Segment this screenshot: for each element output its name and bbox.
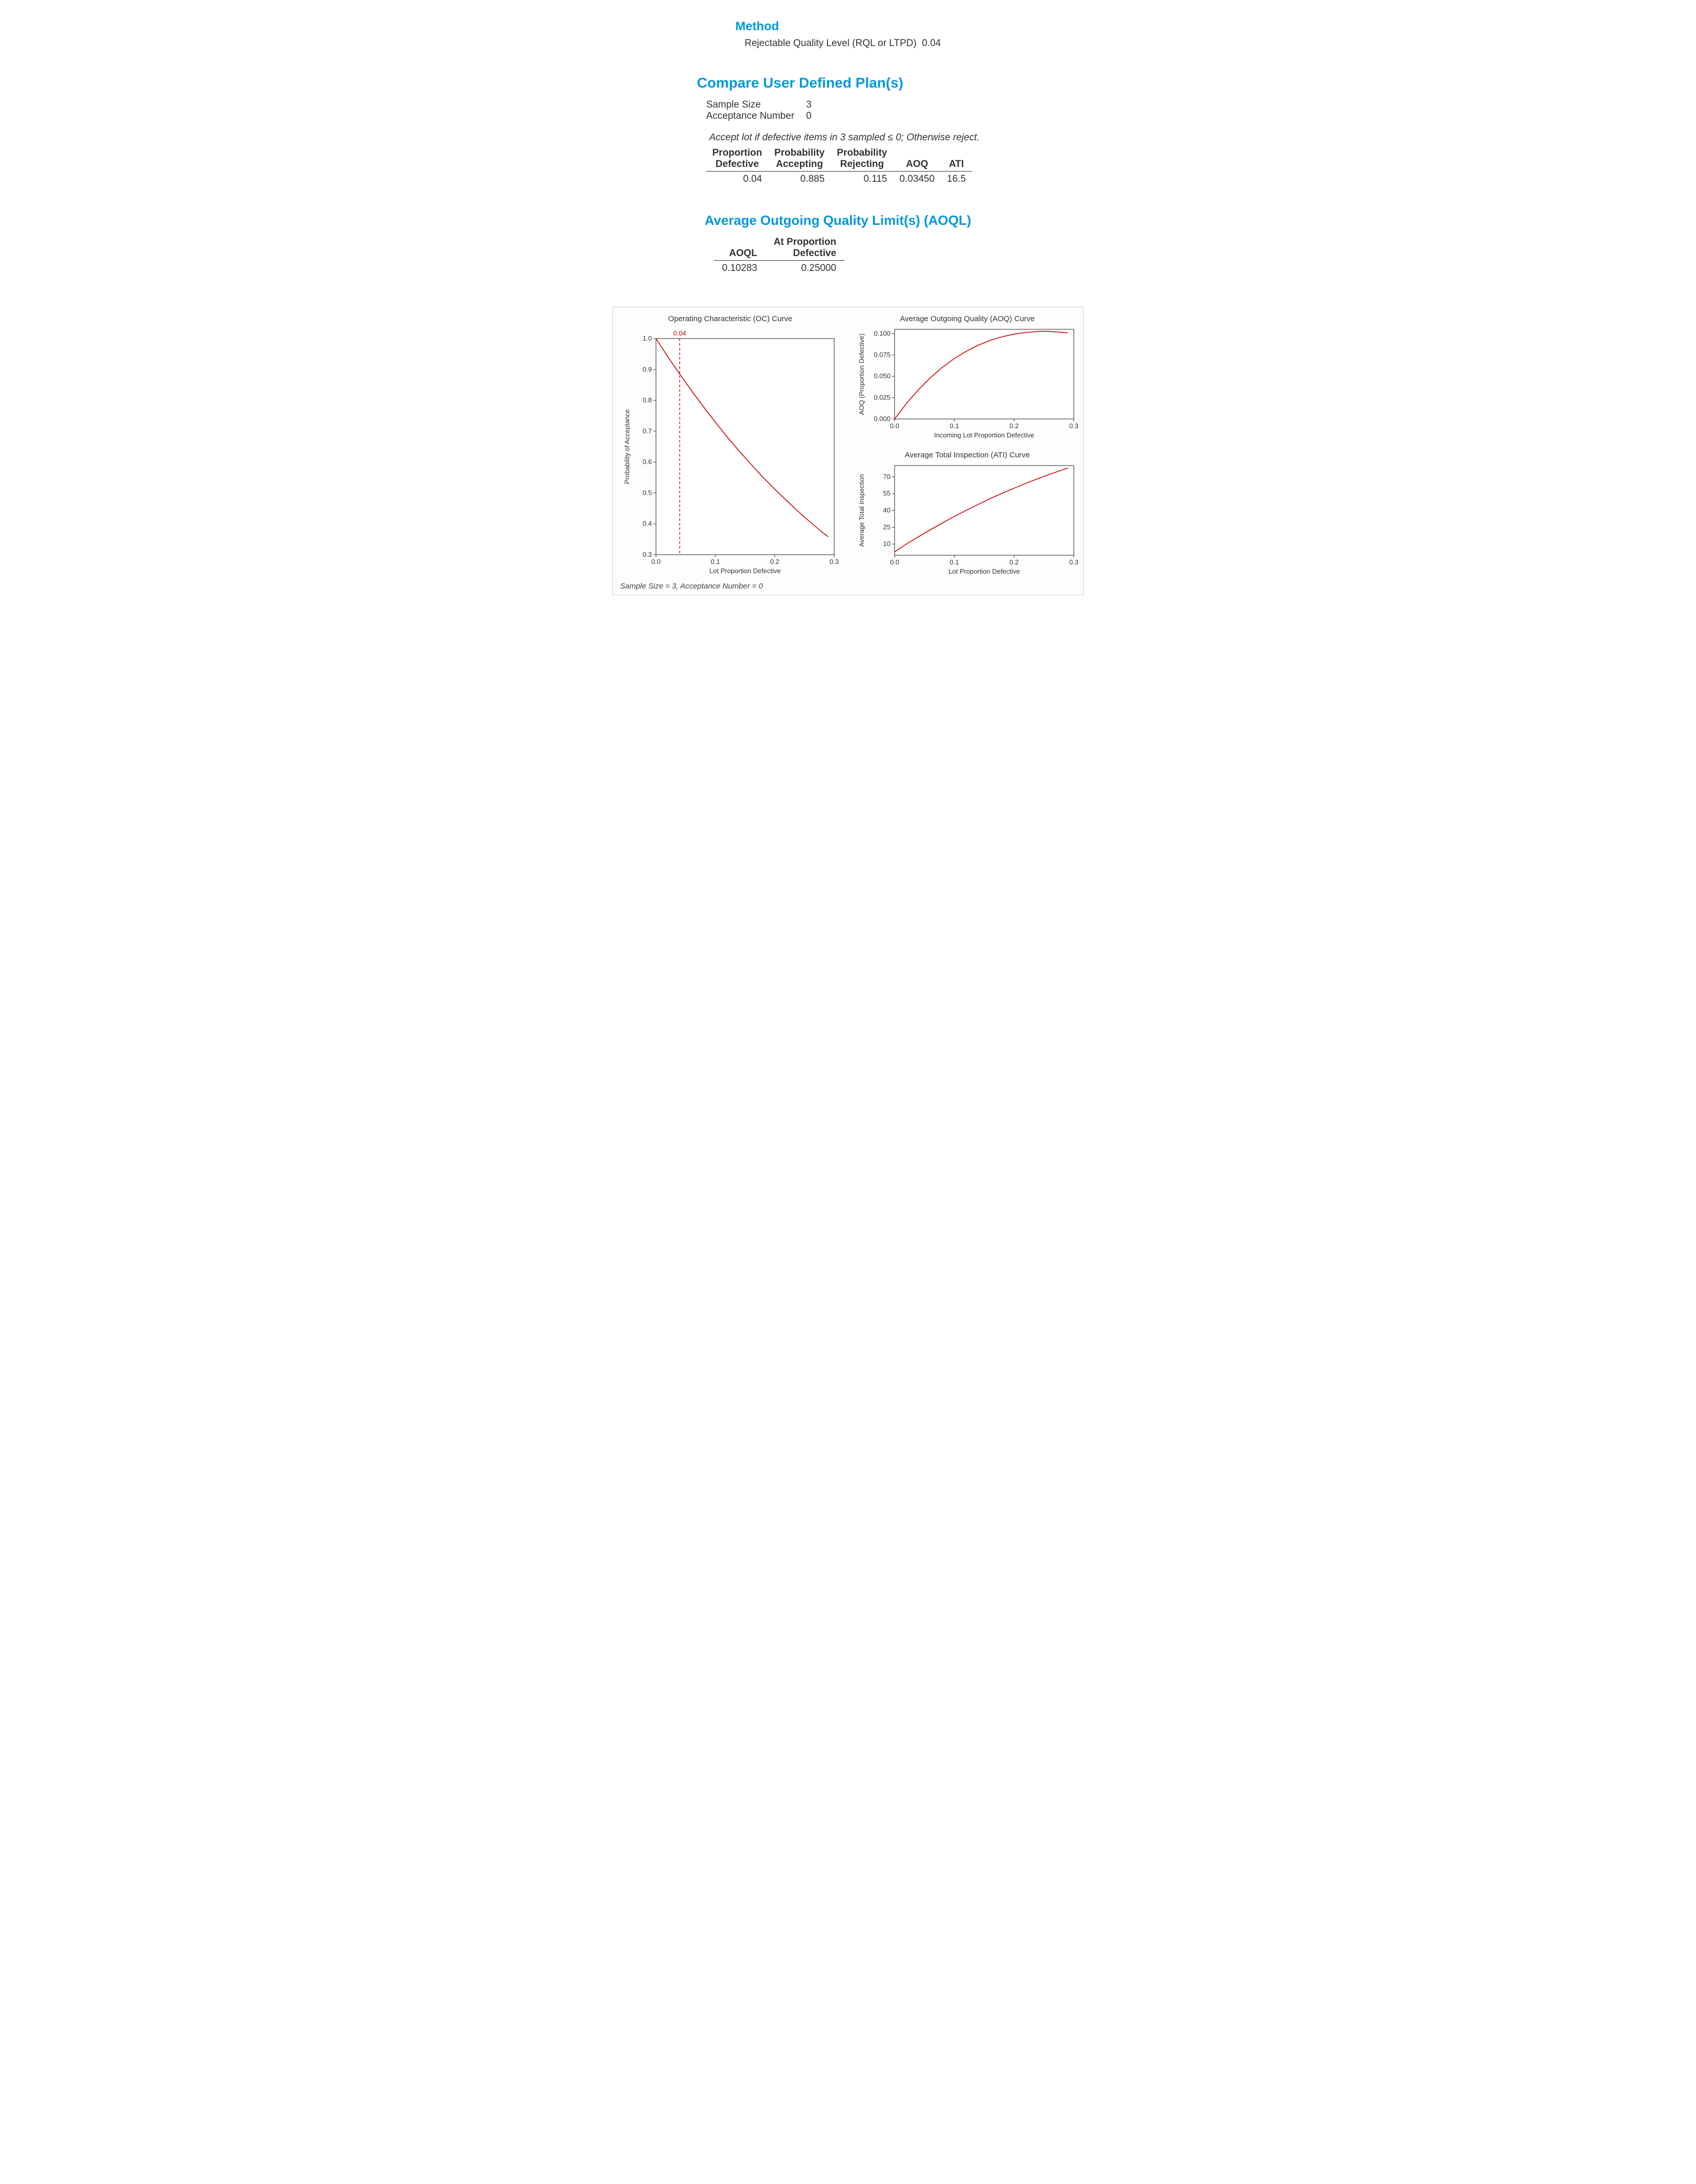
page: Method Rejectable Quality Level (RQL or … [602,0,1094,616]
ati-chart: 10 25 40 55 70 0.0 0.1 0.2 0.3 Lot Proportion Def… [855,461,1080,577]
oc-chart-col: Operating Characteristic (OC) Curve 0.30… [620,314,840,577]
svg-text:0.100: 0.100 [874,329,891,337]
aoql-table: AOQL At Proportion Defective 0.10283 0.2… [714,236,844,276]
svg-text:40: 40 [883,507,891,514]
svg-text:0.1: 0.1 [711,558,720,565]
cell-p-acc: 0.885 [768,172,831,187]
charts-footer: Sample Size = 3, Acceptance Number = 0 [620,582,1076,591]
col-text: Probability [837,148,887,158]
sample-size-value: 3 [806,99,812,111]
col-ati: ATI [941,146,972,172]
svg-text:0.2: 0.2 [1009,422,1019,430]
method-section: Method Rejectable Quality Level (RQL or … [735,19,1084,49]
acceptance-rule: Accept lot if defective items in 3 sampl… [709,132,1084,143]
sample-size-label: Sample Size [706,99,803,111]
svg-text:0.9: 0.9 [643,365,652,373]
aoq-chart-title: Average Outgoing Quality (AOQ) Curve [855,314,1080,323]
right-charts-col: Average Outgoing Quality (AOQ) Curve 0.0… [855,314,1080,577]
svg-text:10: 10 [883,540,891,548]
col-text: At Proportion [774,237,836,247]
svg-text:0.000: 0.000 [874,415,891,423]
svg-text:Probability of Acceptance: Probability of Acceptance [623,409,631,484]
svg-text:0.0: 0.0 [890,422,899,430]
svg-text:0.025: 0.025 [874,393,891,401]
svg-text:AOQ (Proportion Defective): AOQ (Proportion Defective) [858,333,865,415]
cell-p-rej: 0.115 [831,172,893,187]
cell-aoql: 0.10283 [714,261,766,277]
col-prop-def: Proportion Defective [706,146,768,172]
cell-ati: 16.5 [941,172,972,187]
svg-text:0.6: 0.6 [643,458,652,466]
svg-text:0.8: 0.8 [643,396,652,404]
svg-text:0.3: 0.3 [1069,558,1078,566]
svg-text:Average Total Inspection: Average Total Inspection [858,474,865,547]
compare-table: Proportion Defective Probability Accepti… [706,146,972,187]
svg-text:0.1: 0.1 [950,422,959,430]
aoql-heading: Average Outgoing Quality Limit(s) (AOQL) [705,213,1084,228]
charts-row: Operating Characteristic (OC) Curve 0.30… [620,314,1076,577]
aoq-chart: 0.000 0.025 0.050 0.075 0.100 0.0 0.1 0.2 0.3 Inc… [855,325,1080,440]
col-at-prop: At Proportion Defective [766,236,844,261]
table-row: 0.10283 0.25000 [714,261,844,277]
acc-num-value: 0 [806,111,812,122]
acc-num-row: Acceptance Number 0 [706,111,1084,122]
col-text: Proportion [712,148,762,158]
col-aoq: AOQ [893,146,941,172]
table-row: AOQL At Proportion Defective [714,236,844,261]
method-param-label: Rejectable Quality Level (RQL or LTPD) [745,38,917,49]
svg-text:55: 55 [883,490,891,497]
col-p-acc: Probability Accepting [768,146,831,172]
svg-text:0.7: 0.7 [643,427,652,435]
svg-text:0.3: 0.3 [830,558,839,565]
sample-size-row: Sample Size 3 [706,99,1084,111]
ati-chart-title: Average Total Inspection (ATI) Curve [855,451,1080,459]
svg-text:0.2: 0.2 [770,558,779,565]
svg-text:0.0: 0.0 [651,558,661,565]
compare-heading: Compare User Defined Plan(s) [697,75,1084,91]
table-row: 0.04 0.885 0.115 0.03450 16.5 [706,172,972,187]
svg-text:0.2: 0.2 [1009,558,1019,566]
svg-text:0.3: 0.3 [1069,422,1078,430]
method-param: Rejectable Quality Level (RQL or LTPD) 0… [745,38,1084,49]
oc-chart-title: Operating Characteristic (OC) Curve [620,314,840,323]
col-text: Defective [715,159,759,170]
method-heading: Method [735,19,1084,34]
svg-text:0.4: 0.4 [643,520,652,528]
method-param-value: 0.04 [922,38,941,49]
svg-text:0.0: 0.0 [890,558,899,566]
svg-text:Lot Proportion Defective: Lot Proportion Defective [709,567,780,575]
svg-text:Lot Proportion Defective: Lot Proportion Defective [948,568,1020,575]
aoq-chart-box: Average Outgoing Quality (AOQ) Curve 0.0… [855,314,1080,440]
compare-section: Compare User Defined Plan(s) Sample Size… [697,75,1084,187]
svg-text:25: 25 [883,523,891,531]
svg-text:0.075: 0.075 [874,351,891,359]
col-p-rej: Probability Rejecting [831,146,893,172]
col-aoql: AOQL [714,236,766,261]
svg-text:70: 70 [883,473,891,480]
charts-panel: Operating Characteristic (OC) Curve 0.30… [612,307,1084,595]
cell-aoq: 0.03450 [893,172,941,187]
col-text: Probability [774,148,824,158]
table-row: Proportion Defective Probability Accepti… [706,146,972,172]
col-text: Defective [793,248,837,259]
svg-text:0.04: 0.04 [673,329,686,337]
svg-text:1.0: 1.0 [643,334,652,342]
cell-prop-def: 0.04 [706,172,768,187]
svg-text:0.5: 0.5 [643,489,652,496]
cell-at-prop: 0.25000 [766,261,844,277]
svg-text:Incoming Lot Proportion Defect: Incoming Lot Proportion Defective [934,431,1034,439]
svg-text:0.3: 0.3 [643,551,652,558]
svg-text:0.1: 0.1 [950,558,959,566]
oc-chart: 0.3 0.4 0.5 0.6 0.7 0.8 0.9 1.0 0.0 0.1 0.2 0.3 0.04… [620,325,840,576]
col-text: Accepting [776,159,823,170]
col-text: Rejecting [840,159,884,170]
acc-num-label: Acceptance Number [706,111,803,122]
ati-chart-box: Average Total Inspection (ATI) Curve 10 2… [855,451,1080,577]
svg-text:0.050: 0.050 [874,372,891,380]
aoql-section: Average Outgoing Quality Limit(s) (AOQL)… [705,213,1084,276]
